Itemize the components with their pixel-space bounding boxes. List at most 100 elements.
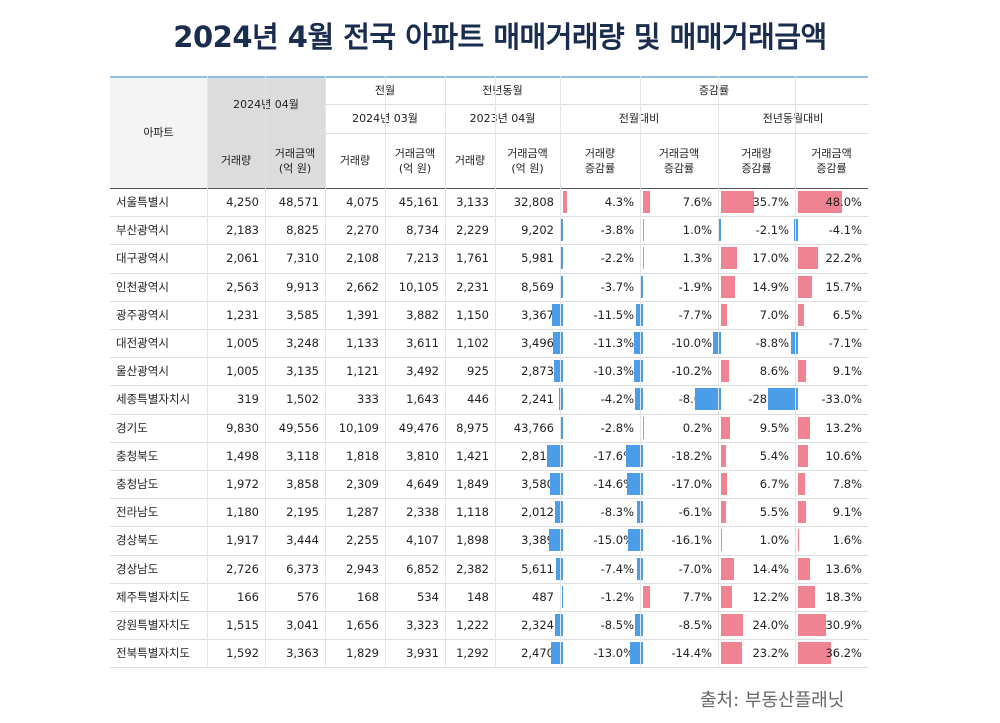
row-line — [110, 357, 868, 359]
rate: 14.4% — [752, 561, 789, 576]
rate: 22.2% — [825, 251, 862, 266]
header-line: 거래금액 — [658, 146, 700, 160]
cell: 168 — [357, 589, 379, 604]
cell: 148 — [467, 589, 489, 604]
cell: 2,270 — [346, 223, 379, 238]
data-bar — [767, 388, 798, 411]
cell: 1,656 — [346, 618, 379, 633]
rate: -10.0% — [671, 336, 712, 351]
header-line: 거래금액 — [811, 146, 852, 160]
cell: 487 — [532, 589, 554, 604]
cell: 2,873 — [521, 364, 554, 379]
data-bar — [798, 416, 811, 439]
data-bar — [798, 360, 807, 383]
cell: 3,496 — [521, 336, 554, 351]
header-cell: 거래금액 (억 원) — [265, 133, 325, 188]
cell: 32,808 — [513, 195, 554, 210]
header-line: (억 원) — [398, 161, 432, 175]
cell: 5,611 — [521, 561, 554, 576]
border — [110, 76, 868, 78]
data-bar — [553, 360, 563, 383]
rate: -11.3% — [593, 336, 634, 351]
data-bar — [794, 219, 798, 242]
rate: -13.0% — [593, 646, 634, 661]
rate: -7.0% — [678, 561, 712, 576]
cell: 2,229 — [456, 223, 489, 238]
cell: 2,563 — [226, 279, 259, 294]
data-bar — [798, 585, 815, 608]
rate: -18.2% — [671, 448, 712, 463]
rate: -17.6% — [593, 448, 634, 463]
cell: 1,898 — [456, 533, 489, 548]
rate: 8.6% — [759, 364, 789, 379]
data-bar — [721, 557, 735, 580]
region: 전북특별자치도 — [116, 646, 191, 661]
rate: 1.0% — [682, 223, 712, 238]
rate: 13.2% — [825, 420, 862, 435]
cell: 3,931 — [406, 646, 439, 661]
header-line: 거래량 — [339, 154, 371, 167]
row-line — [110, 385, 868, 387]
region: 울산광역시 — [116, 364, 169, 379]
header-line: (억 원) — [278, 161, 312, 175]
header-highlight — [207, 76, 325, 188]
header-line: 증감률 — [584, 161, 616, 175]
cell: 8,734 — [406, 223, 439, 238]
rate: 1.0% — [759, 533, 789, 548]
header-line: 거래금액 — [394, 146, 436, 160]
rate: -3.8% — [600, 223, 634, 238]
cell: 3,133 — [456, 195, 489, 210]
data-bar — [552, 332, 563, 354]
row-line — [110, 611, 868, 612]
cell: 1,222 — [456, 618, 489, 633]
rate: -7.4% — [600, 561, 634, 576]
data-bar — [629, 642, 643, 665]
rate: 48.0% — [825, 195, 862, 210]
rate: 6.5% — [832, 307, 862, 322]
rate: -8.5% — [600, 618, 634, 633]
region: 경상남도 — [116, 561, 159, 576]
rate: -17.0% — [671, 477, 712, 492]
rate: 10.6% — [825, 448, 862, 463]
region: 대전광역시 — [116, 336, 169, 351]
cell: 4,075 — [346, 195, 379, 210]
cell: 3,041 — [286, 618, 319, 633]
cell: 3,389 — [521, 533, 554, 548]
data-bar — [798, 642, 832, 665]
col-line — [445, 76, 446, 668]
data-bar — [643, 247, 645, 270]
data-bar — [556, 557, 563, 580]
cell: 6,852 — [406, 561, 439, 576]
header-cell: 거래량 — [325, 133, 385, 188]
col-line — [795, 76, 796, 668]
rate: -1.9% — [678, 279, 712, 294]
header-line: 증감률 — [741, 161, 772, 175]
header-cell: 거래금액 (억 원) — [385, 133, 445, 188]
data-bar — [549, 529, 563, 552]
row-line — [110, 526, 868, 528]
cell: 3,444 — [286, 533, 319, 548]
cell: 3,248 — [286, 336, 319, 351]
rate: -10.3% — [593, 364, 634, 379]
data-bar — [798, 275, 813, 298]
rate: -16.1% — [671, 533, 712, 548]
header-line: 거래량 — [220, 154, 252, 167]
rate: 7.0% — [759, 307, 789, 322]
data-bar — [721, 585, 733, 608]
region: 경상북도 — [116, 533, 159, 548]
data-bar — [798, 557, 811, 580]
data-bar — [643, 191, 650, 213]
cell: 3,858 — [286, 477, 319, 492]
cell: 5,981 — [521, 251, 554, 266]
cell: 7,310 — [286, 251, 319, 266]
cell: 1,972 — [226, 477, 259, 492]
col-line — [640, 76, 641, 668]
data-bar — [559, 388, 563, 411]
rate: 12.2% — [752, 589, 789, 604]
cell: 3,611 — [406, 336, 439, 351]
cell: 1,133 — [346, 336, 379, 351]
row-line — [110, 272, 868, 274]
row-line — [110, 639, 868, 641]
data-bar — [546, 444, 563, 467]
cell: 1,102 — [456, 336, 489, 351]
